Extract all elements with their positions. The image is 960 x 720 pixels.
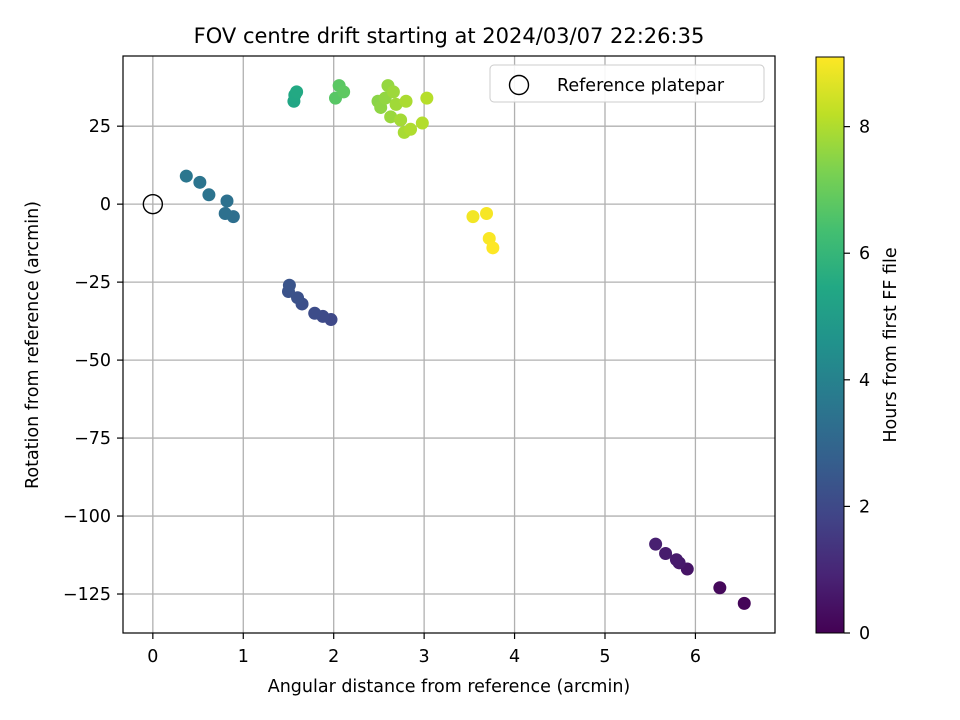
data-point — [308, 306, 322, 320]
data-point — [202, 188, 216, 202]
x-tick-label: 0 — [147, 647, 158, 667]
data-point — [713, 581, 727, 595]
data-point — [386, 85, 400, 99]
colorbar-tick-label: 2 — [859, 497, 870, 517]
data-point — [669, 553, 683, 567]
data-points — [179, 79, 751, 610]
y-tick-label: −25 — [74, 273, 111, 293]
data-point — [193, 175, 207, 189]
y-tick-label: −50 — [74, 351, 111, 371]
data-point — [466, 210, 480, 224]
colorbar-tick-label: 4 — [859, 371, 870, 391]
data-point — [389, 97, 403, 111]
y-tick-label: −75 — [74, 429, 111, 449]
data-point — [399, 94, 413, 108]
data-point — [737, 596, 751, 610]
data-point — [394, 113, 408, 127]
y-tick-label: −100 — [63, 507, 111, 527]
y-tick-label: 25 — [89, 117, 111, 137]
colorbar-ticks: 0 2 4 6 8 — [844, 118, 870, 644]
data-point — [415, 116, 429, 130]
data-point — [649, 537, 663, 551]
reference-marker-group — [142, 193, 164, 215]
data-point — [179, 169, 193, 183]
x-tick-label: 2 — [328, 647, 339, 667]
data-point — [220, 194, 234, 208]
legend-box — [489, 64, 765, 103]
legend-entry-label: Reference platepar — [557, 76, 725, 96]
colorbar-tick-label: 6 — [859, 244, 870, 264]
data-point — [404, 122, 418, 136]
y-tick-label: −125 — [63, 585, 111, 605]
y-axis-ticks: −125 −100 −75 −50 −25 0 25 — [63, 117, 123, 605]
x-tick-label: 6 — [690, 647, 701, 667]
data-point — [486, 241, 500, 255]
colorbar-label: Hours from first FF file — [881, 247, 901, 442]
colorbar-tick-label: 0 — [859, 624, 870, 644]
data-point — [480, 207, 494, 221]
data-point — [282, 278, 296, 292]
data-point — [291, 291, 305, 305]
x-axis-ticks: 0 1 2 3 4 5 6 — [147, 633, 701, 667]
plot-area-frame — [122, 55, 776, 634]
data-point — [384, 110, 398, 124]
y-axis-label: Rotation from reference (arcmin) — [23, 201, 43, 489]
grid-lines — [123, 56, 775, 633]
y-tick-label: 0 — [100, 195, 111, 215]
data-point — [290, 85, 304, 99]
x-tick-label: 3 — [419, 647, 430, 667]
colorbar-gradient — [815, 56, 845, 634]
data-point — [218, 207, 232, 221]
colorbar: 0 2 4 6 8 Hours from first FF file — [815, 56, 901, 644]
x-tick-label: 5 — [599, 647, 610, 667]
colorbar-tick-label: 8 — [859, 118, 870, 138]
x-tick-label: 4 — [509, 647, 520, 667]
chart-title: FOV centre drift starting at 2024/03/07 … — [194, 24, 705, 48]
data-point — [420, 91, 434, 105]
data-point — [337, 85, 351, 99]
legend: Reference platepar — [489, 64, 765, 103]
x-tick-label: 1 — [238, 647, 249, 667]
legend-reference-marker — [508, 74, 530, 96]
reference-platepar-marker — [142, 193, 164, 215]
x-axis-label: Angular distance from reference (arcmin) — [268, 677, 631, 697]
data-point — [659, 546, 673, 560]
